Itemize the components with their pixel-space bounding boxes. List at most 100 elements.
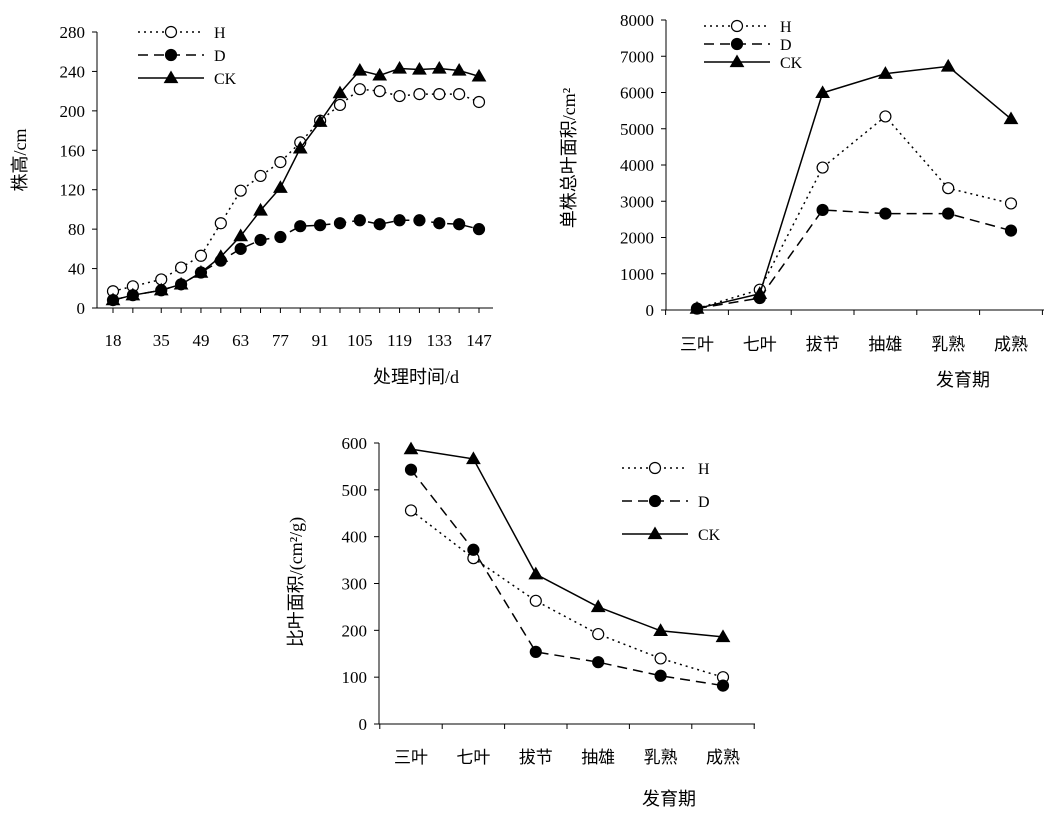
x-tick-label: 63 [232,331,249,350]
x-tick-label: 成熟 [706,747,740,767]
data-point-h [353,83,366,96]
total-leaf-area-chart: 0 1000 2000 3000 4000 5000 6000 7000 8000 三叶 七叶 拔节 抽… [559,11,1044,390]
y-tick-label: 8000 [620,11,654,30]
legend-label-d: D [780,37,792,54]
data-point-h [413,87,426,101]
data-point-ck [752,286,768,299]
data-point-d [433,217,446,230]
y-tick-label: 40 [68,260,85,279]
y-tick-label: 2000 [620,229,654,248]
data-point-ck [528,566,544,580]
legend-label-h: H [698,461,710,478]
x-tick-label: 133 [427,331,453,350]
x-tick-label: 49 [192,331,209,350]
legend-marker-ck [647,526,663,540]
series-line-ck [112,67,480,301]
data-point-ck [125,287,141,301]
series-line-h [696,115,1012,310]
x-tick-label: 35 [153,331,170,350]
y-tick-label: 200 [60,102,86,121]
data-point-ck [213,249,229,262]
data-point-h [373,85,386,98]
legend-label-d: D [698,494,710,511]
y-tick-label: 160 [60,141,86,160]
y-tick-label: 5000 [620,120,654,139]
y-tick-label: 200 [342,621,368,640]
series-line-d [696,209,1012,310]
y-tick-label: 300 [342,575,368,594]
y-tick-label: 0 [646,301,655,320]
y-tick-label: 240 [60,62,86,81]
series-line-h [410,509,724,678]
series-line-h [112,88,480,292]
data-point-d [254,233,267,247]
data-point-d [373,218,386,231]
data-point-ck [292,140,308,154]
x-tick-label: 105 [347,331,373,350]
data-point-d [1004,224,1018,237]
data-point-d [353,214,366,227]
data-point-ck [105,292,121,306]
data-point-d [654,669,667,682]
y-tick-label: 3000 [620,192,654,211]
data-point-d [816,203,829,217]
series-line-d [410,469,724,687]
data-point-ck [352,62,368,76]
data-point-ck [233,228,249,242]
data-point-ck [312,114,328,127]
x-tick-label: 三叶 [680,335,714,354]
data-point-ck [715,629,731,643]
data-point-h [529,594,542,607]
y-axis-title: 单株总叶面积/cm² [559,88,579,228]
legend-label-ck: CK [780,55,803,72]
data-point-h [816,161,829,174]
legend-marker-h [648,461,662,475]
data-point-d [393,214,406,227]
x-tick-label: 147 [466,331,492,350]
y-axis-title: 株高/cm [10,129,30,192]
data-point-d [453,218,466,231]
data-point-ck [153,282,169,296]
data-point-d [467,543,480,556]
x-tick-label: 77 [272,331,290,350]
legend-marker-ck [163,70,179,84]
x-axis-title: 发育期 [642,789,696,809]
data-point-d [942,207,955,220]
data-point-ck [392,60,407,74]
x-tick-label: 拔节 [806,335,840,354]
series-line-ck [410,448,724,638]
data-point-h [1004,197,1018,210]
data-point-d [314,219,327,232]
data-point-d [333,217,347,230]
data-point-h [592,627,605,641]
data-point-ck [403,441,419,455]
data-point-h [654,652,667,665]
data-point-ck [689,301,705,314]
x-tick-label: 抽雄 [868,335,902,354]
data-point-h [879,110,892,123]
x-tick-label: 乳熟 [644,747,678,767]
series-line-ck [696,65,1012,310]
legend-marker-h [164,25,178,39]
y-tick-label: 7000 [620,47,654,66]
y-tick-label: 80 [68,220,85,239]
x-tick-label: 18 [105,331,122,350]
data-point-ck [173,276,189,290]
y-tick-label: 0 [359,715,368,734]
data-point-ck [653,623,668,636]
y-tick-label: 0 [77,299,86,318]
y-tick-label: 400 [342,528,368,547]
x-tick-label: 119 [387,331,412,350]
data-point-h [234,184,247,197]
data-point-h [942,182,955,195]
y-tick-label: 4000 [620,156,654,175]
legend-label-ck: CK [214,71,237,88]
data-point-d [472,223,486,236]
data-point-ck [471,68,487,82]
data-point-d [529,645,542,658]
data-point-h [453,87,466,101]
y-tick-label: 1000 [620,265,654,284]
x-tick-label: 七叶 [743,335,777,354]
